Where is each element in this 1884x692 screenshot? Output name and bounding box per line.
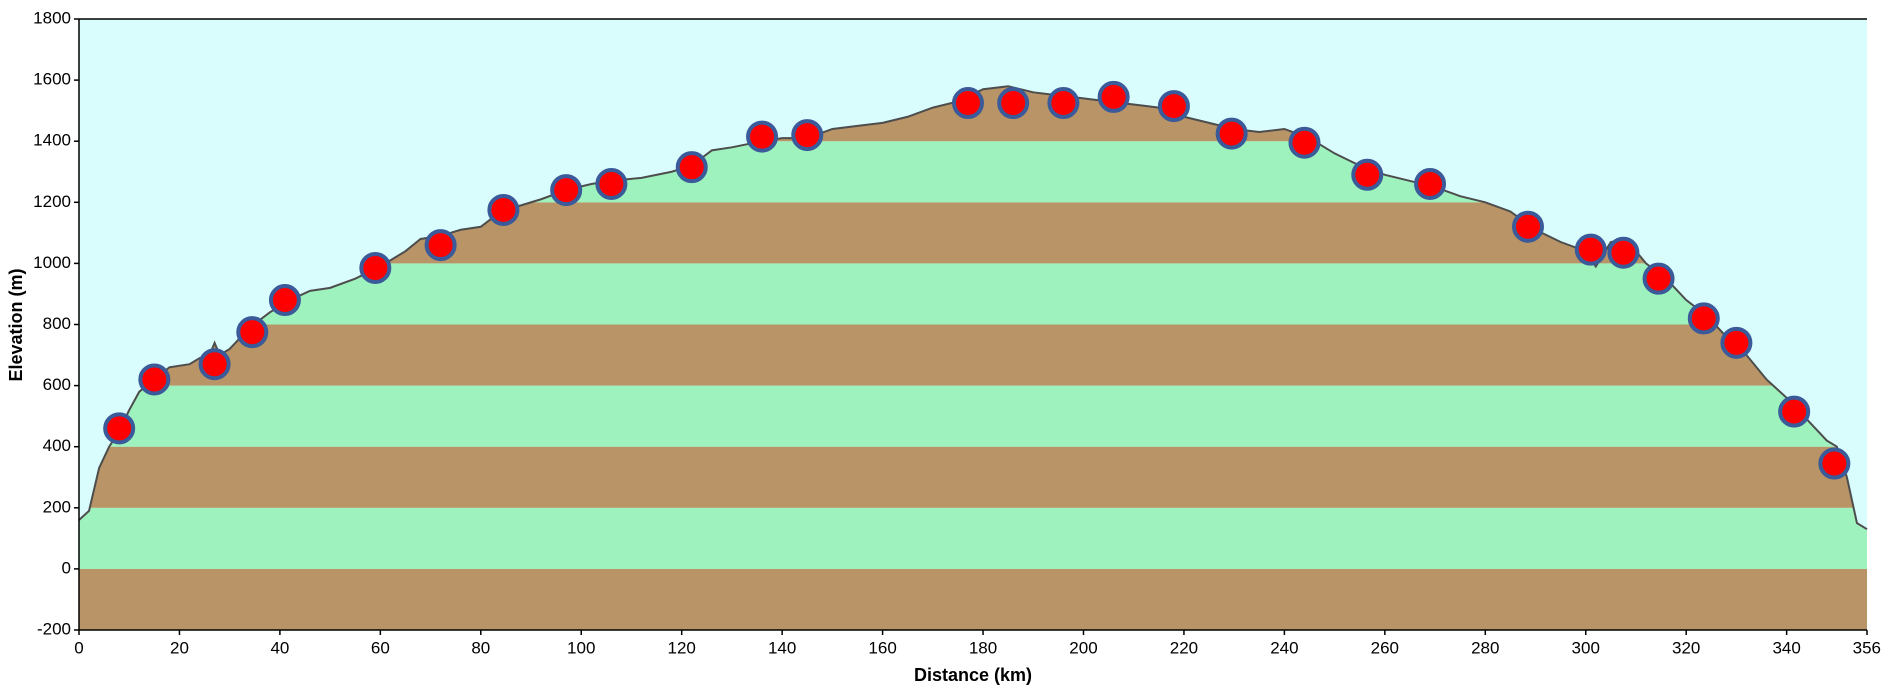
x-tick-label: 60 — [371, 638, 390, 657]
x-tick-label: 240 — [1270, 638, 1298, 657]
waypoint-marker — [1720, 326, 1753, 359]
waypoint-marker — [1687, 302, 1720, 335]
waypoint-marker — [198, 348, 231, 381]
elevation-band — [79, 385, 1867, 447]
waypoint-marker — [487, 193, 520, 226]
waypoint-marker — [1097, 80, 1130, 113]
waypoint-marker — [236, 316, 269, 349]
x-tick-label: 140 — [768, 638, 796, 657]
y-tick-label: 600 — [43, 375, 71, 394]
x-tick-label: 0 — [74, 638, 83, 657]
waypoint-marker — [1642, 262, 1675, 295]
waypoint-marker — [1607, 236, 1640, 269]
elevation-band — [79, 568, 1867, 630]
y-tick-label: 1000 — [33, 253, 71, 272]
y-tick-label: 400 — [43, 436, 71, 455]
x-tick-label: 320 — [1672, 638, 1700, 657]
waypoint-marker — [424, 229, 457, 262]
waypoint-marker — [675, 151, 708, 184]
waypoint-marker — [1157, 90, 1190, 123]
waypoint-marker — [1778, 395, 1811, 428]
waypoint-marker — [1511, 210, 1544, 243]
y-tick-label: 800 — [43, 314, 71, 333]
y-axis-title: Elevation (m) — [6, 268, 26, 381]
y-tick-label: 200 — [43, 497, 71, 516]
waypoint-marker — [268, 284, 301, 317]
x-tick-label: 180 — [969, 638, 997, 657]
waypoint-marker — [1047, 87, 1080, 120]
elevation-band — [79, 507, 1867, 569]
waypoint-marker — [1288, 126, 1321, 159]
waypoint-marker — [951, 87, 984, 120]
x-tick-label: 220 — [1170, 638, 1198, 657]
waypoint-marker — [997, 87, 1030, 120]
waypoint-marker — [1818, 447, 1851, 480]
x-tick-label: 120 — [668, 638, 696, 657]
y-tick-label: -200 — [37, 619, 71, 638]
y-tick-label: 1800 — [33, 8, 71, 27]
x-tick-label: 260 — [1371, 638, 1399, 657]
y-tick-label: 1400 — [33, 131, 71, 150]
waypoint-marker — [138, 363, 171, 396]
x-tick-label: 160 — [868, 638, 896, 657]
waypoint-marker — [791, 119, 824, 152]
elevation-band — [79, 446, 1867, 508]
waypoint-marker — [595, 167, 628, 200]
y-tick-label: 1600 — [33, 70, 71, 89]
x-tick-label: 356 — [1853, 638, 1881, 657]
x-tick-label: 20 — [170, 638, 189, 657]
waypoint-marker — [359, 251, 392, 284]
y-tick-label: 0 — [62, 558, 71, 577]
x-tick-label: 300 — [1572, 638, 1600, 657]
elevation-band — [79, 324, 1867, 386]
waypoint-marker — [103, 412, 136, 445]
x-tick-label: 200 — [1069, 638, 1097, 657]
waypoint-marker — [550, 174, 583, 207]
x-tick-label: 100 — [567, 638, 595, 657]
y-tick-label: 1200 — [33, 192, 71, 211]
x-tick-label: 280 — [1471, 638, 1499, 657]
x-tick-label: 340 — [1772, 638, 1800, 657]
waypoint-marker — [1215, 117, 1248, 150]
waypoint-marker — [1414, 167, 1447, 200]
plot-area — [78, 19, 1868, 630]
x-axis-title: Distance (km) — [914, 665, 1032, 685]
waypoint-marker — [746, 120, 779, 153]
x-tick-label: 40 — [270, 638, 289, 657]
x-tick-label: 80 — [471, 638, 490, 657]
waypoint-marker — [1351, 158, 1384, 191]
waypoint-marker — [1574, 233, 1607, 266]
